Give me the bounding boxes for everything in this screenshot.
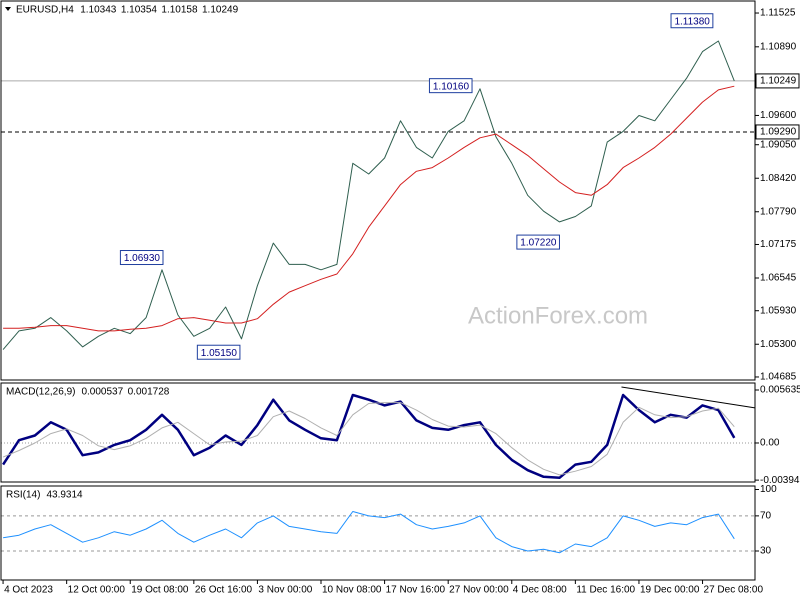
series-line [3, 85, 735, 332]
x-tick-label: 11 Dec 16:00 [576, 585, 635, 596]
y-tick-label: 1.07790 [760, 206, 797, 217]
x-tick-label: 26 Oct 16:00 [195, 585, 253, 596]
series-line [2, 402, 735, 476]
y-tick-label: 70 [760, 511, 772, 522]
y-tick-label: 1.10890 [760, 41, 797, 52]
x-tick-label: 3 Nov 00:00 [258, 585, 312, 596]
annotation-box [196, 344, 241, 360]
panel-border [0, 0, 756, 381]
x-tick-label: 27 Dec 08:00 [704, 585, 764, 596]
x-tick-label: 12 Oct 00:00 [68, 585, 126, 596]
watermark: ActionForex.com [468, 302, 648, 329]
y-tick-label: 30 [760, 546, 772, 557]
y-tick-label: 1.09600 [760, 110, 797, 121]
header-title: MACD(12,26,9) [6, 387, 75, 398]
x-tick-label: 19 Oct 08:00 [131, 585, 189, 596]
header-value: 0.000537 [81, 387, 123, 398]
y-tick-label: 100 [760, 484, 777, 495]
series-line [2, 393, 736, 480]
annotation-label: 1.06930 [124, 253, 161, 264]
y-tick-label: 0.005635 [760, 385, 800, 396]
y-tick-label: 1.05300 [760, 339, 797, 350]
header-value: 43.9314 [46, 490, 83, 501]
header-value: 1.10343 [80, 5, 117, 16]
x-tick-label: 19 Dec 00:00 [640, 585, 700, 596]
y-tick-label: 1.09050 [760, 139, 797, 150]
price-tag-label: 1.10249 [760, 76, 797, 87]
x-tick-label: 4 Oct 2023 [4, 585, 53, 596]
y-tick-label: 1.05930 [760, 305, 797, 316]
x-tick-label: 10 Nov 08:00 [322, 585, 382, 596]
annotation-box [516, 234, 560, 250]
header-title: RSI(14) [6, 490, 40, 501]
y-tick-label: 1.07175 [760, 239, 797, 250]
menu-icon [5, 7, 11, 11]
price-tag [755, 73, 800, 89]
series-line [3, 511, 735, 554]
annotation-label: 1.10160 [433, 81, 470, 92]
trendline [621, 386, 756, 409]
y-tick-label: 1.06545 [760, 273, 797, 284]
header-value: 1.10249 [202, 5, 239, 16]
series-line [2, 40, 735, 350]
y-tick-label: 1.11525 [760, 8, 796, 19]
y-tick-label: 1.04685 [760, 372, 797, 383]
price-tag-label: 1.09290 [760, 127, 797, 138]
panel-border [0, 485, 756, 581]
annotation-label: 1.11380 [674, 16, 710, 27]
x-tick-label: 17 Nov 16:00 [386, 585, 446, 596]
header-value: 1.10354 [121, 5, 158, 16]
annotation-box [119, 250, 164, 266]
header-value: 1.10158 [161, 5, 198, 16]
annotation-label: 1.05150 [201, 348, 238, 359]
price-tag [755, 124, 800, 140]
header-title: EURUSD,H4 [16, 5, 74, 16]
y-tick-label: -0.003949 [760, 475, 800, 486]
annotation-box [670, 13, 714, 29]
x-tick-label: 4 Dec 08:00 [513, 585, 567, 596]
y-tick-label: 1.08420 [760, 173, 797, 184]
header-value: 0.001728 [128, 387, 170, 398]
panel-border [0, 382, 756, 483]
x-tick-label: 27 Nov 00:00 [449, 585, 509, 596]
annotation-label: 1.07220 [520, 238, 557, 249]
annotation-box [428, 78, 473, 94]
y-tick-label: 0.00 [760, 438, 780, 449]
